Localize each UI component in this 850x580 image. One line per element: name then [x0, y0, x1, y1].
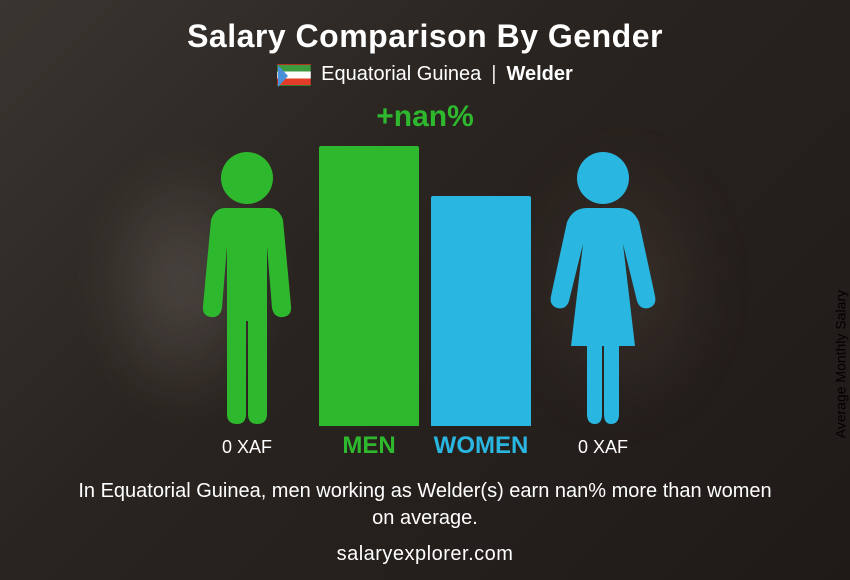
men-category-label: MEN — [319, 432, 419, 460]
women-category-label: WOMEN — [431, 432, 531, 460]
infographic-container: Salary Comparison By Gender Equatorial G… — [0, 0, 850, 580]
caption-text: In Equatorial Guinea, men working as Wel… — [65, 478, 785, 532]
flag-icon — [277, 64, 311, 86]
men-value: 0 XAF — [187, 437, 307, 458]
difference-label: +nan% — [376, 100, 474, 134]
page-title: Salary Comparison By Gender — [187, 18, 663, 55]
labels-row: 0 XAF MEN WOMEN 0 XAF — [105, 432, 745, 460]
women-bar-col — [431, 196, 531, 426]
women-bar — [431, 196, 531, 426]
subtitle-job: Welder — [506, 63, 572, 86]
subtitle-separator: | — [491, 63, 496, 86]
men-bar-col — [319, 146, 419, 426]
men-figure-col — [187, 146, 307, 426]
male-figure-icon — [187, 146, 307, 426]
women-figure-col — [543, 146, 663, 426]
subtitle-country: Equatorial Guinea — [321, 63, 481, 86]
subtitle-row: Equatorial Guinea | Welder — [277, 63, 573, 86]
women-value: 0 XAF — [543, 437, 663, 458]
chart-area: +nan% — [105, 106, 745, 426]
female-figure-icon — [543, 146, 663, 426]
men-bar — [319, 146, 419, 426]
